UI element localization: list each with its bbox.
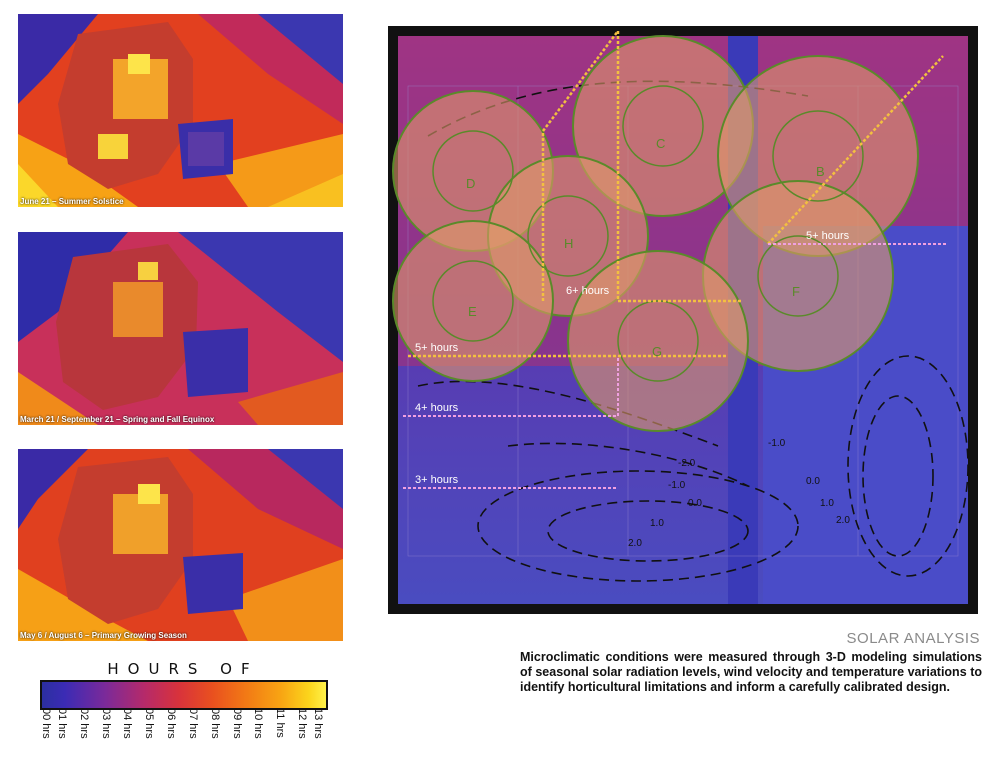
tree-label: E bbox=[468, 304, 477, 319]
contour-label: -1.0 bbox=[768, 438, 786, 449]
plan-drawing: 6+ hours 5+ hours 5+ hours 4+ hours 3+ h… bbox=[388, 26, 978, 614]
equinox-map: March 21 / September 21 – Spring and Fal… bbox=[18, 232, 343, 425]
tree-label: F bbox=[792, 284, 800, 299]
section-body: Microclimatic conditions were measured t… bbox=[520, 650, 982, 694]
legend-tick-label: 11 hrs bbox=[274, 708, 287, 738]
legend-tick-label: 04 hrs bbox=[121, 708, 134, 739]
legend-tick-label: 00 hrs bbox=[40, 708, 52, 739]
heatmap-render bbox=[18, 14, 343, 207]
legend-tick-label: 06 hrs bbox=[165, 708, 178, 739]
legend-tick-label: 08 hrs bbox=[208, 708, 221, 739]
legend-tick: 07 hrs bbox=[187, 708, 201, 762]
contour-label: 1.0 bbox=[650, 518, 664, 529]
legend-tick-label: 07 hrs bbox=[186, 708, 199, 739]
legend-tick: 03 hrs bbox=[100, 708, 114, 762]
tree-label: C bbox=[656, 136, 665, 151]
tree-label: B bbox=[816, 164, 825, 179]
legend-tick: 10 hrs bbox=[252, 708, 266, 762]
legend-tick-label: 01 hrs bbox=[55, 708, 68, 739]
legend-tick-label: 09 hrs bbox=[230, 708, 243, 739]
contour-label: 0.0 bbox=[806, 476, 820, 487]
zone-label: 4+ hours bbox=[415, 402, 459, 414]
contour-label: -2.0 bbox=[678, 458, 696, 469]
legend-tick-label: 10 hrs bbox=[252, 708, 265, 739]
thumbnail-caption: June 21 – Summer Solstice bbox=[20, 197, 124, 206]
thumbnail-caption: May 6 / August 6 – Primary Growing Seaso… bbox=[20, 631, 187, 640]
legend-tick-label: 13 hrs bbox=[312, 708, 324, 739]
zone-label: 5+ hours bbox=[806, 230, 850, 242]
tree-label: D bbox=[466, 176, 475, 191]
legend-tick: 13 hrs bbox=[312, 708, 326, 762]
heatmap-render bbox=[18, 232, 343, 425]
zone-label: 3+ hours bbox=[415, 474, 459, 486]
legend-tick: 00 hrs bbox=[40, 708, 54, 762]
legend-tick: 09 hrs bbox=[231, 708, 245, 762]
legend-tick: 05 hrs bbox=[143, 708, 157, 762]
legend-ticks: 00 hrs 01 hrs 02 hrs 03 hrs 04 hrs 05 hrs 06 h… bbox=[40, 708, 328, 764]
heatmap-render bbox=[18, 449, 343, 641]
legend-tick: 11 hrs bbox=[274, 708, 288, 762]
legend-tick: 06 hrs bbox=[165, 708, 179, 762]
legend-tick: 02 hrs bbox=[78, 708, 92, 762]
section-title: SOLAR ANALYSIS bbox=[846, 630, 980, 647]
legend-colorbar bbox=[40, 680, 328, 710]
solar-plan: 6+ hours 5+ hours 5+ hours 4+ hours 3+ h… bbox=[388, 26, 978, 614]
thumbnail-caption: March 21 / September 21 – Spring and Fal… bbox=[20, 415, 215, 424]
zone-label: 6+ hours bbox=[566, 285, 610, 297]
legend-tick: 04 hrs bbox=[121, 708, 135, 762]
tree-label: H bbox=[564, 236, 573, 251]
legend-tick: 12 hrs bbox=[296, 708, 310, 762]
legend-tick-label: 05 hrs bbox=[143, 708, 156, 739]
legend-tick-label: 12 hrs bbox=[296, 708, 309, 739]
contour-label: 2.0 bbox=[628, 538, 642, 549]
summer-solstice-map: June 21 – Summer Solstice bbox=[18, 14, 343, 207]
contour-label: 2.0 bbox=[836, 515, 850, 526]
tree-label: G bbox=[652, 344, 662, 359]
legend-tick-label: 02 hrs bbox=[77, 708, 90, 739]
contour-label: -1.0 bbox=[668, 480, 686, 491]
legend-tick: 01 hrs bbox=[56, 708, 70, 762]
legend-tick: 08 hrs bbox=[209, 708, 223, 762]
contour-label: 1.0 bbox=[820, 498, 834, 509]
contour-label: 0.0 bbox=[688, 498, 702, 509]
legend-tick-label: 03 hrs bbox=[99, 708, 112, 739]
growing-season-map: May 6 / August 6 – Primary Growing Seaso… bbox=[18, 449, 343, 641]
zone-label: 5+ hours bbox=[415, 342, 459, 354]
